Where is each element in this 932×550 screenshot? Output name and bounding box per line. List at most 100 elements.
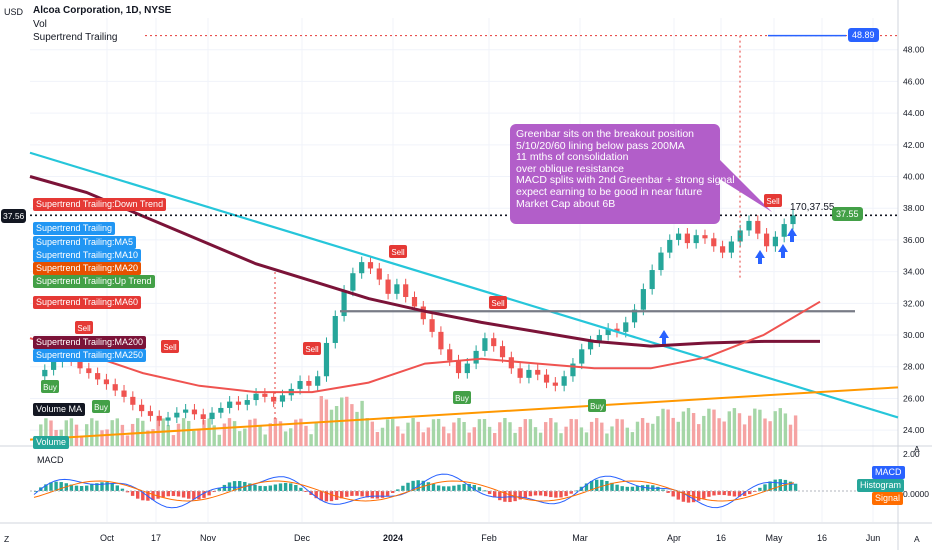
volume-bar	[105, 429, 109, 446]
macd-histogram-bar	[452, 485, 456, 491]
volume-bar	[258, 425, 262, 446]
candle-body	[209, 412, 215, 420]
macd-histogram-bar	[559, 491, 563, 498]
macd-histogram-bar	[482, 490, 487, 492]
volume-bar	[610, 426, 614, 446]
volume-bar	[176, 423, 181, 446]
macd-title[interactable]: MACD	[37, 455, 64, 465]
volume-bar	[69, 418, 74, 446]
ma200-line	[29, 175, 820, 348]
legend-tag[interactable]: Supertrend Trailing	[33, 222, 116, 235]
volume-bar	[273, 418, 278, 446]
candle-body	[482, 338, 488, 351]
y-tick-label: 44.00	[903, 108, 925, 118]
macd-histogram-bar	[151, 491, 155, 501]
macd-histogram-bar	[676, 491, 680, 500]
y-tick-label: 40.00	[903, 172, 925, 182]
buy-marker	[453, 391, 471, 404]
legend-tag[interactable]: Supertrend Trailing:MA60	[33, 296, 142, 309]
macd-histogram-bar	[238, 481, 242, 491]
up-arrow-marker	[659, 330, 669, 344]
sell-marker-label: Sell	[305, 345, 319, 354]
candle-body	[191, 409, 198, 415]
macd-histogram-bar	[763, 484, 767, 491]
legend-tag[interactable]: Volume	[33, 436, 70, 449]
corner-label-top-right[interactable]: A	[914, 444, 920, 454]
annotation-line: over oblique resistance	[516, 162, 624, 175]
volume-bar	[385, 419, 390, 446]
corner-label-right[interactable]: A	[914, 534, 920, 544]
volume-bar	[136, 418, 140, 446]
candle-body	[755, 220, 761, 234]
volume-bar	[482, 419, 487, 446]
candle-body	[455, 360, 462, 374]
macd-histogram-bar	[538, 491, 543, 496]
macd-histogram-bar	[161, 491, 165, 498]
annotation-callout[interactable]: Greenbar sits on the breakout position 5…	[510, 124, 735, 224]
macd-histogram-bar	[630, 486, 635, 491]
y-tick-label: 30.00	[903, 330, 925, 340]
legend-tag[interactable]: Supertrend Trailing:MA5	[33, 236, 137, 249]
volume-bar	[467, 432, 471, 446]
indicator-supertrend[interactable]: Supertrend Trailing	[33, 32, 118, 43]
volume-bar	[406, 422, 410, 446]
legend-tag[interactable]: Supertrend Trailing:Up Trend	[33, 275, 155, 288]
corner-label-left[interactable]: Z	[4, 534, 10, 544]
sell-marker-label: Sell	[391, 248, 405, 257]
candle-body	[279, 395, 286, 402]
macd-histogram-bar	[345, 491, 349, 497]
indicator-vol[interactable]: Vol	[33, 19, 47, 30]
macd-histogram-bar	[610, 482, 614, 491]
macd-signal-line	[33, 480, 795, 502]
legend-tag[interactable]: Supertrend Trailing:MA200	[33, 336, 147, 349]
legend-tag[interactable]: Supertrend Trailing:MA10	[33, 249, 142, 262]
volume-bar	[722, 421, 726, 446]
volume-bar	[319, 396, 323, 446]
macd-histogram-bar	[472, 484, 476, 491]
volume-bar	[181, 418, 186, 446]
volume-bar	[702, 415, 706, 446]
legend-tag[interactable]: Volume MA	[33, 403, 86, 416]
y-tick-label: 34.00	[903, 267, 925, 277]
candle-body	[411, 296, 418, 307]
y-tick-label: 26.00	[903, 393, 925, 403]
volume-bar	[120, 424, 125, 446]
legend-tag[interactable]: Supertrend Trailing:Down Trend	[33, 198, 167, 211]
volume-bar	[100, 430, 104, 446]
up-arrow-marker	[755, 250, 765, 264]
volume-bar	[503, 418, 507, 446]
candle-body	[350, 273, 356, 291]
candle-body	[517, 368, 523, 378]
macd-histogram-bar	[554, 491, 558, 498]
macd-histogram-bar	[442, 486, 446, 491]
legend-tag[interactable]: Supertrend Trailing:MA20	[33, 262, 142, 275]
macd-histogram-bar	[176, 491, 181, 497]
candle-body	[763, 233, 770, 247]
candle-body	[103, 379, 110, 385]
volume-bar	[44, 418, 48, 446]
volume-bar	[528, 419, 533, 446]
volume-bar	[436, 418, 441, 446]
volume-bar	[166, 425, 170, 446]
macd-histogram-bar	[686, 491, 691, 503]
macd-histogram-bar	[192, 491, 196, 500]
macd-histogram-bar	[283, 482, 288, 491]
macd-histogram-bar	[258, 485, 262, 491]
volume-bar	[691, 413, 696, 446]
macd-histogram-bar	[717, 491, 721, 495]
symbol-title[interactable]: Alcoa Corporation, 1D, NYSE	[33, 5, 172, 16]
volume-bar	[717, 418, 721, 446]
macd-histogram-bar	[340, 491, 344, 499]
volume-bar	[309, 434, 313, 446]
x-tick-label: 16	[817, 533, 827, 543]
macd-histogram-bar	[100, 482, 104, 491]
macd-histogram-bar	[314, 491, 318, 499]
legend-tag[interactable]: Supertrend Trailing:MA250	[33, 349, 147, 362]
candle-body	[429, 319, 435, 332]
candle-body	[772, 236, 778, 247]
volume-bar	[202, 419, 206, 446]
macd-histogram-bar	[49, 482, 53, 491]
volume-bar	[625, 427, 629, 446]
trendline-resistance	[29, 151, 899, 419]
